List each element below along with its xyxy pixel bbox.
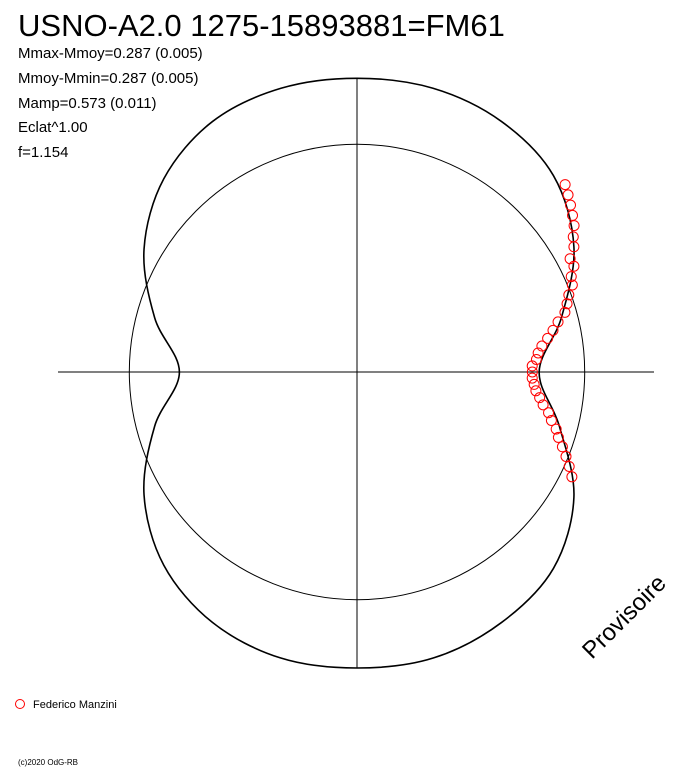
data-point (526, 360, 538, 372)
stat-line: f=1.154 (18, 144, 68, 161)
data-point (552, 431, 564, 443)
stat-line: Mmax-Mmoy=0.287 (0.005) (18, 45, 203, 62)
data-point (537, 399, 549, 411)
data-point (568, 241, 580, 253)
data-point (534, 392, 546, 404)
data-point (550, 423, 562, 435)
chart-title: USNO-A2.0 1275-15893881=FM61 (18, 8, 505, 43)
data-point (562, 189, 574, 201)
stat-line: Mmoy-Mmin=0.287 (0.005) (18, 70, 198, 87)
data-point (526, 372, 538, 384)
fit-curve (143, 77, 575, 669)
data-point (530, 385, 542, 397)
credit: (c)2020 OdG-RB (18, 758, 78, 767)
data-point (532, 347, 544, 359)
data-point (565, 271, 577, 283)
legend-label: Federico Manzini (33, 699, 117, 711)
data-point (526, 366, 538, 378)
data-point (556, 441, 568, 453)
data-point (565, 199, 577, 211)
data-point (566, 279, 578, 291)
data-point (528, 378, 540, 390)
data-point (568, 260, 580, 272)
reference-circle (128, 143, 586, 601)
data-point (561, 298, 573, 310)
data-point (543, 407, 555, 419)
data-point (563, 460, 575, 472)
data-point (560, 450, 572, 462)
data-point (568, 220, 580, 232)
data-point (545, 414, 557, 426)
legend-marker (15, 699, 25, 709)
data-point (559, 306, 571, 318)
data-point (559, 179, 571, 191)
stat-line: Mamp=0.573 (0.011) (18, 95, 157, 112)
data-point (566, 471, 578, 483)
data-point (547, 324, 559, 336)
data-point (536, 340, 548, 352)
data-point (542, 332, 554, 344)
data-point (563, 289, 575, 301)
stat-line: Eclat^1.00 (18, 119, 88, 136)
data-point (530, 353, 542, 365)
data-point (552, 316, 564, 328)
